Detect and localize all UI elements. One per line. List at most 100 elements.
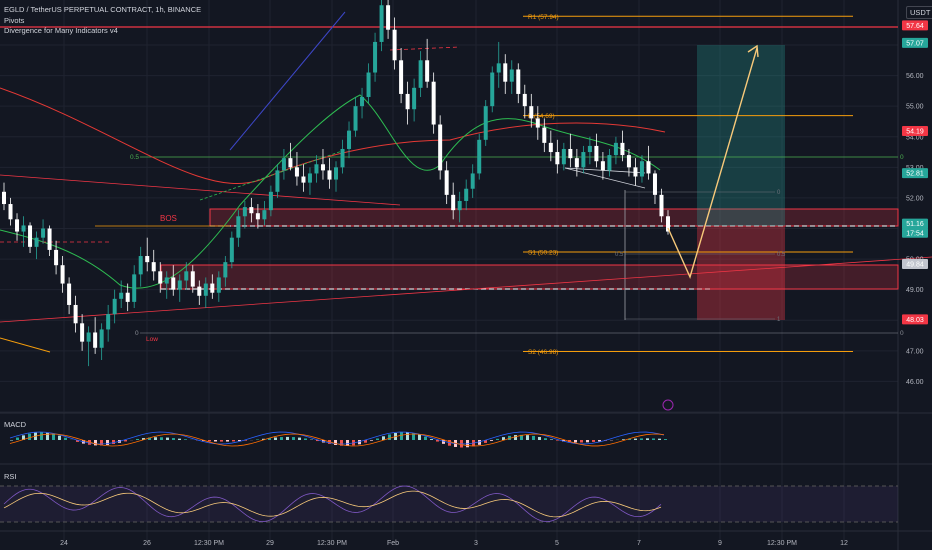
candle-body — [652, 173, 657, 195]
candle-body — [392, 29, 397, 61]
candle-body — [151, 262, 156, 272]
fib-label: 1 — [777, 317, 781, 323]
macd-bar — [208, 440, 211, 442]
candle-body — [483, 106, 488, 140]
macd-pane — [9, 431, 667, 448]
long-position-tool[interactable] — [697, 45, 785, 320]
projection-path — [667, 47, 758, 280]
candle-body — [275, 170, 280, 192]
candle-body — [666, 216, 670, 232]
time-tick-label: 12:30 PM — [317, 540, 347, 547]
indicator-divergence-label[interactable]: Divergence for Many Indicators v4 — [4, 26, 118, 35]
candle-body — [262, 210, 267, 220]
fib-label: 0.5 — [130, 154, 139, 161]
macd-bar — [646, 438, 649, 440]
candle-body — [223, 262, 228, 278]
candle-body — [93, 332, 98, 348]
candle-body — [60, 265, 65, 284]
macd-bar — [220, 440, 223, 442]
candle-body — [412, 87, 417, 110]
macd-bar — [274, 437, 277, 440]
candle-body — [177, 280, 182, 290]
zones — [0, 26, 899, 290]
macd-bar — [124, 440, 127, 442]
macd-bar — [256, 439, 259, 440]
candle-body — [21, 225, 26, 232]
candle-body — [281, 158, 286, 171]
candle-body — [451, 194, 456, 211]
price-tick-label: 49.00 — [906, 287, 924, 294]
candle-body — [334, 167, 338, 180]
indicator-pivots-label[interactable]: Pivots — [4, 16, 25, 25]
candle-body — [457, 200, 462, 211]
macd-bar — [538, 436, 541, 440]
time-tick-label: Feb — [387, 540, 399, 547]
candle-body — [347, 130, 352, 149]
candle-body — [203, 283, 208, 296]
rsi-band — [0, 486, 898, 522]
macd-bar — [388, 434, 391, 440]
candle-body — [294, 167, 299, 177]
price-axis[interactable]: 46.0047.0048.0049.0050.0051.0052.0053.00… — [902, 20, 928, 386]
candle-body — [184, 271, 189, 281]
candle-body — [490, 72, 495, 107]
macd-bar — [514, 435, 517, 440]
time-axis[interactable]: 24 26 12:30 PM 29 12:30 PM Feb 3 5 7 9 12:30 PM 12 — [60, 540, 848, 547]
macd-bar — [16, 437, 19, 440]
fib-label: 0 — [900, 154, 904, 161]
candle-body — [164, 277, 169, 284]
rsi-label[interactable]: RSI — [4, 472, 17, 481]
macd-bar — [142, 438, 145, 440]
macd-bar — [112, 440, 115, 445]
macd-bar — [364, 440, 367, 443]
macd-bar — [184, 439, 187, 440]
macd-bar — [640, 438, 643, 440]
macd-bar — [148, 437, 151, 440]
macd-bar — [64, 437, 67, 440]
macd-bar — [400, 432, 403, 440]
macd-bar — [244, 440, 247, 441]
price-marker-label: 57.07 — [906, 40, 924, 47]
macd-bar — [100, 440, 103, 446]
candle-body — [307, 173, 312, 183]
macd-bar — [532, 435, 535, 440]
macd-signal-line — [9, 433, 665, 447]
macd-bar — [238, 440, 241, 442]
macd-label[interactable]: MACD — [4, 420, 27, 429]
macd-bar — [658, 438, 661, 440]
pivot-label: S2 (46.98) — [528, 349, 558, 356]
candle-body — [659, 194, 664, 217]
macd-bar — [10, 440, 13, 441]
candle-body — [366, 72, 371, 97]
macd-bar — [652, 438, 655, 440]
price-tick-label: 54.00 — [906, 134, 924, 141]
macd-bar — [214, 440, 217, 442]
macd-bar — [598, 440, 601, 442]
macd-bar — [430, 439, 433, 440]
candle-body — [399, 60, 404, 94]
macd-bar — [340, 440, 343, 446]
macd-bar — [166, 437, 169, 440]
macd-bar — [154, 437, 157, 440]
macd-bar — [226, 440, 229, 442]
currency-badge[interactable]: USDT — [906, 6, 932, 19]
candle-body — [405, 93, 410, 110]
fib-label: 0 — [135, 330, 139, 337]
candle-body — [86, 332, 91, 342]
macd-bar — [22, 435, 25, 440]
macd-bar — [76, 440, 79, 442]
macd-bar — [436, 440, 439, 442]
time-tick-label: 5 — [555, 540, 559, 547]
macd-bar — [574, 440, 577, 443]
macd-bar — [376, 438, 379, 440]
price-marker — [902, 227, 928, 238]
macd-bar — [268, 438, 271, 440]
candle-body — [216, 277, 221, 293]
macd-bar — [490, 440, 493, 441]
macd-bar — [304, 438, 307, 440]
pivot-label: P (54.69) — [528, 113, 555, 120]
symbol-title[interactable]: EGLD / TetherUS PERPETUAL CONTRACT, 1h, … — [4, 5, 202, 14]
time-tick-label: 9 — [718, 540, 722, 547]
